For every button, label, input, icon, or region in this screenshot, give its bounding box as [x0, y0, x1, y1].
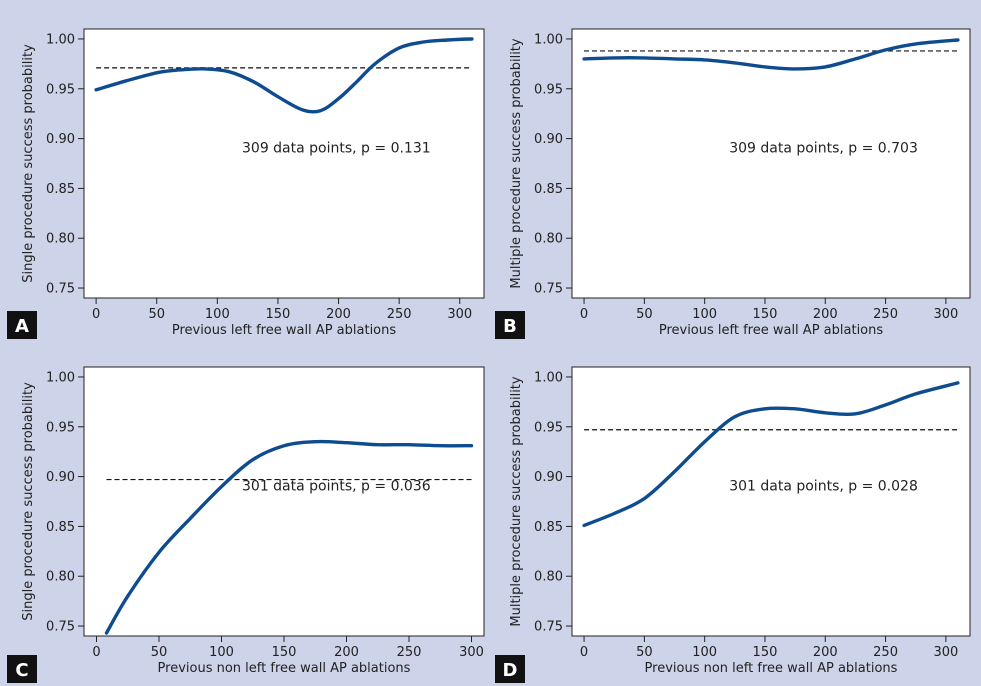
panel-c: 0.75 0.80 0.85 0.90 0.95 1.00 0 50 100 150 200 250 3…: [7, 366, 485, 683]
panel-badge-letter: D: [503, 660, 518, 681]
y-tick-label: 0.80: [46, 232, 75, 247]
y-tick-label: 0.85: [46, 520, 75, 535]
y-tick-label: 0.85: [46, 182, 75, 197]
x-axis-label: Previous left free wall AP ablations: [172, 323, 397, 338]
x-tick-label: 150: [753, 645, 778, 660]
y-tick-label: 0.95: [534, 420, 563, 435]
y-tick-label: 0.90: [46, 470, 75, 485]
x-axis-label: Previous left free wall AP ablations: [659, 323, 884, 338]
y-tick-label: 1.00: [46, 370, 75, 385]
x-tick-label: 50: [148, 307, 165, 322]
y-axis-label: Single procedure success probability: [21, 44, 36, 283]
x-tick-label: 250: [387, 307, 412, 322]
x-tick-label: 100: [692, 645, 717, 660]
x-tick-label: 100: [205, 307, 230, 322]
x-tick-label: 50: [151, 645, 168, 660]
y-tick-label: 0.75: [46, 282, 75, 297]
annotation: 301 data points, p = 0.028: [729, 479, 918, 495]
x-tick-label: 50: [636, 645, 653, 660]
x-tick-label: 200: [334, 645, 359, 660]
x-tick-label: 0: [92, 645, 100, 660]
x-tick-label: 0: [92, 307, 100, 322]
series-line: [104, 439, 474, 635]
series-line: [582, 381, 960, 528]
x-tick-label: 150: [266, 307, 291, 322]
y-tick-label: 1.00: [534, 32, 563, 47]
x-tick-label: 150: [753, 307, 778, 322]
x-tick-label: 300: [933, 307, 958, 322]
y-tick-label: 0.85: [534, 182, 563, 197]
panel-badge-letter: A: [15, 316, 29, 337]
plot-area: [83, 366, 485, 637]
annotation: 309 data points, p = 0.703: [729, 141, 918, 157]
x-tick-label: 250: [873, 645, 898, 660]
plot-area: [571, 28, 971, 299]
panel-badge: [7, 311, 37, 339]
panel-badge: [495, 311, 525, 339]
y-tick-label: 0.75: [534, 620, 563, 635]
x-tick-label: 250: [397, 645, 422, 660]
y-tick-label: 0.80: [534, 232, 563, 247]
x-axis-label: Previous non left free wall AP ablations: [645, 661, 898, 676]
y-tick-label: 0.95: [534, 82, 563, 97]
y-axis-label: Single procedure success probability: [21, 382, 36, 621]
x-tick-label: 200: [326, 307, 351, 322]
x-tick-label: 300: [459, 645, 484, 660]
y-tick-label: 0.90: [534, 470, 563, 485]
x-tick-label: 0: [580, 307, 588, 322]
panel-b: 0.75 0.80 0.85 0.90 0.95 1.00 0 50 100 150 200 250 3…: [495, 28, 971, 339]
y-tick-label: 0.75: [46, 620, 75, 635]
annotation: 309 data points, p = 0.131: [242, 141, 431, 157]
y-tick-label: 0.95: [46, 82, 75, 97]
y-tick-label: 1.00: [46, 32, 75, 47]
panel-a: 0.75 0.80 0.85 0.90 0.95 1.00 0 50 100 150 200 250 3…: [7, 28, 485, 339]
panel-badge: [495, 655, 525, 683]
y-tick-label: 0.80: [46, 570, 75, 585]
panel-badge-letter: C: [15, 660, 28, 681]
y-tick-label: 0.80: [534, 570, 563, 585]
series-line: [94, 37, 474, 114]
y-tick-label: 0.90: [534, 132, 563, 147]
annotation: 301 data points, p = 0.036: [242, 479, 431, 495]
panel-badge-letter: B: [503, 316, 517, 337]
y-axis-label: Multiple procedure success probability: [509, 376, 524, 627]
plot-area: [83, 28, 485, 299]
x-tick-label: 50: [636, 307, 653, 322]
x-tick-label: 150: [272, 645, 297, 660]
y-tick-label: 1.00: [534, 370, 563, 385]
x-tick-label: 200: [813, 645, 838, 660]
y-tick-label: 0.85: [534, 520, 563, 535]
x-tick-label: 300: [933, 645, 958, 660]
x-tick-label: 200: [813, 307, 838, 322]
y-tick-label: 0.75: [534, 282, 563, 297]
panel-badge: [7, 655, 37, 683]
y-tick-label: 0.90: [46, 132, 75, 147]
y-axis-label: Multiple procedure success probability: [509, 38, 524, 289]
y-tick-label: 0.95: [46, 420, 75, 435]
series-line: [582, 38, 960, 71]
x-tick-label: 300: [447, 307, 472, 322]
x-axis-label: Previous non left free wall AP ablations: [158, 661, 411, 676]
panel-d: 0.75 0.80 0.85 0.90 0.95 1.00 0 50 100 150 200 250 3…: [495, 366, 971, 683]
x-tick-label: 250: [873, 307, 898, 322]
x-tick-label: 0: [580, 645, 588, 660]
x-tick-label: 100: [692, 307, 717, 322]
x-tick-label: 100: [209, 645, 234, 660]
